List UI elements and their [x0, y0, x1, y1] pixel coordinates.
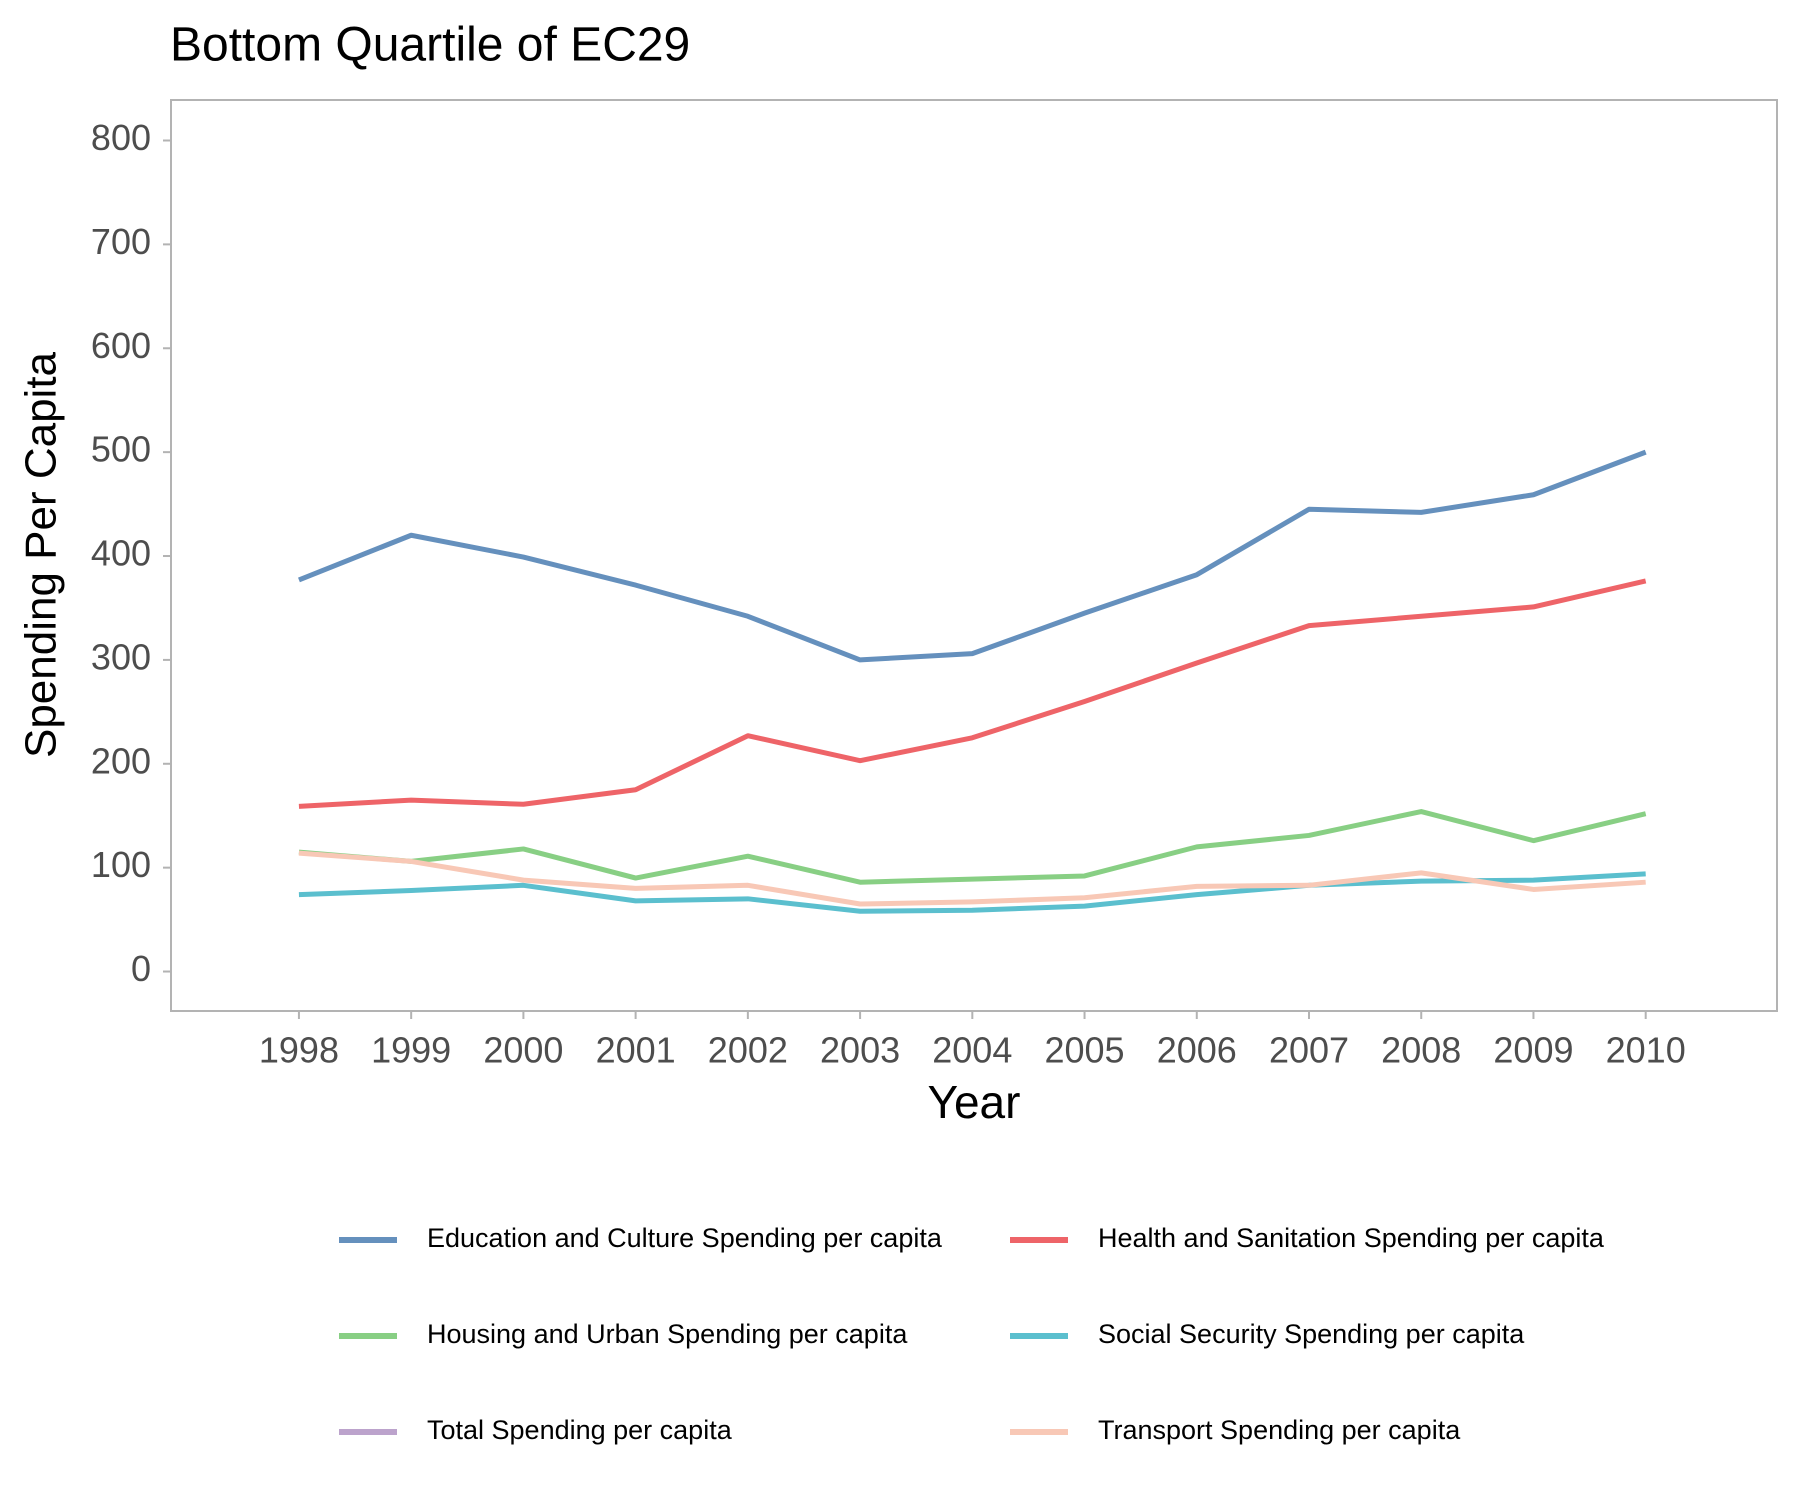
x-tick-label: 1998	[259, 1030, 339, 1071]
legend-label: Housing and Urban Spending per capita	[427, 1319, 908, 1349]
series-line	[298, 449, 1647, 663]
x-tick-label: 2004	[932, 1030, 1012, 1071]
y-tick-label: 100	[91, 844, 151, 885]
panel-border	[170, 99, 1778, 1012]
series-line	[298, 578, 1647, 809]
x-tick-label: 2005	[1044, 1030, 1124, 1071]
x-tick-label: 2007	[1269, 1030, 1349, 1071]
y-tick-label: 600	[91, 325, 151, 366]
x-tick-label: 2000	[483, 1030, 563, 1071]
x-tick-label: 1999	[371, 1030, 451, 1071]
series-line	[298, 809, 1647, 885]
legend-label: Social Security Spending per capita	[1098, 1319, 1525, 1349]
series-line	[298, 871, 1646, 914]
x-tick-label: 2010	[1606, 1030, 1686, 1071]
y-tick-label: 500	[91, 429, 151, 470]
legend-label: Education and Culture Spending per capit…	[427, 1223, 943, 1253]
y-tick-label: 200	[91, 740, 151, 781]
y-tick-label: 0	[131, 948, 151, 989]
y-tick-label: 400	[91, 533, 151, 574]
y-axis-title: Spending Per Capita	[17, 351, 66, 758]
legend-label: Transport Spending per capita	[1098, 1415, 1461, 1445]
plot-lines	[298, 449, 1647, 914]
y-tick-label: 800	[91, 117, 151, 158]
x-tick-label: 2001	[596, 1030, 676, 1071]
x-tick-label: 2008	[1381, 1030, 1461, 1071]
legend-label: Total Spending per capita	[427, 1415, 733, 1445]
y-tick-label: 300	[91, 636, 151, 677]
legend-label: Health and Sanitation Spending per capit…	[1098, 1223, 1605, 1253]
series-line	[298, 850, 1646, 907]
x-tick-label: 2002	[708, 1030, 788, 1071]
x-tick-label: 2003	[820, 1030, 900, 1071]
x-axis-title: Year	[928, 1076, 1021, 1128]
x-tick-label: 2006	[1157, 1030, 1237, 1071]
chart-title: Bottom Quartile of EC29	[170, 19, 690, 72]
x-tick-label: 2009	[1493, 1030, 1573, 1071]
y-tick-label: 700	[91, 221, 151, 262]
